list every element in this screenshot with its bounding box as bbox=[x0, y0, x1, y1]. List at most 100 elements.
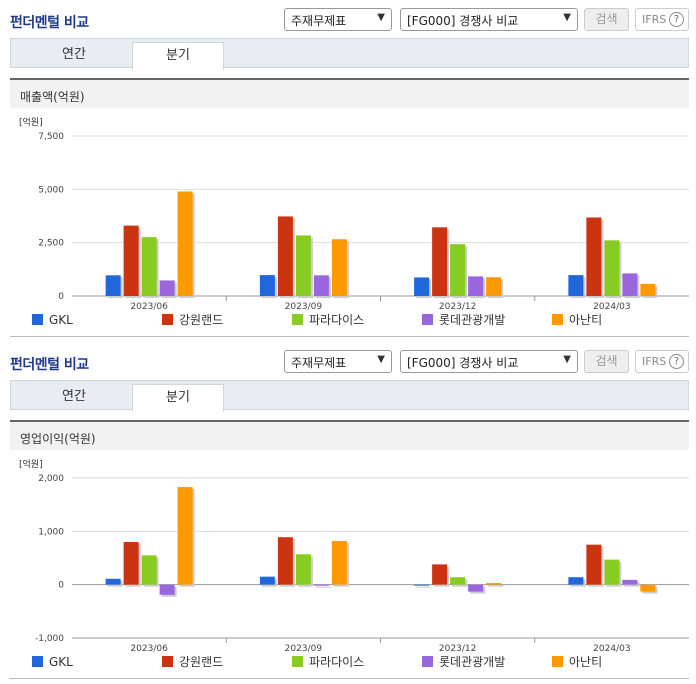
bar[interactable] bbox=[568, 577, 584, 585]
bar-shadow bbox=[315, 586, 331, 588]
x-tick-label: 2023/06 bbox=[130, 302, 168, 312]
bar[interactable] bbox=[313, 584, 329, 586]
search-button[interactable]: 검색 bbox=[584, 350, 629, 373]
tab-quarterly[interactable]: 분기 bbox=[132, 384, 224, 412]
search-button[interactable]: 검색 bbox=[584, 8, 629, 31]
x-tick-label: 2023/09 bbox=[285, 644, 323, 654]
bar[interactable] bbox=[141, 237, 157, 296]
bar[interactable] bbox=[432, 564, 448, 585]
legend-label[interactable]: 롯데관광개발 bbox=[439, 313, 505, 327]
bar[interactable] bbox=[568, 275, 584, 296]
bar[interactable] bbox=[432, 227, 448, 296]
ifrs-label: IFRS bbox=[642, 355, 667, 368]
legend-label[interactable]: 아난티 bbox=[569, 655, 602, 669]
y-unit-label: [억원] bbox=[19, 458, 43, 470]
tab-annual[interactable]: 연간 bbox=[62, 389, 86, 404]
bar[interactable] bbox=[331, 540, 347, 585]
legend-label[interactable]: GKL bbox=[49, 655, 73, 669]
x-tick-label: 2024/03 bbox=[593, 302, 630, 312]
tab-annual[interactable]: 연간 bbox=[62, 47, 86, 62]
divider bbox=[10, 336, 689, 337]
legend-swatch bbox=[32, 314, 43, 325]
bar[interactable] bbox=[586, 544, 602, 585]
bar[interactable] bbox=[604, 240, 620, 296]
legend-swatch bbox=[292, 656, 303, 667]
bar[interactable] bbox=[141, 555, 157, 585]
legend-label[interactable]: 강원랜드 bbox=[179, 655, 223, 669]
y-tick-label: -1,000 bbox=[35, 634, 64, 644]
bar[interactable] bbox=[313, 275, 329, 296]
statement-select[interactable]: 주재무제표 ▼ bbox=[284, 8, 392, 31]
chart-subtitle: 매출액(억원) bbox=[10, 78, 689, 108]
bar[interactable] bbox=[640, 584, 656, 592]
bar[interactable] bbox=[295, 554, 311, 585]
bar[interactable] bbox=[177, 487, 193, 585]
x-tick-label: 2023/12 bbox=[439, 302, 476, 312]
bar[interactable] bbox=[622, 273, 638, 296]
bar[interactable] bbox=[295, 235, 311, 296]
bar[interactable] bbox=[123, 225, 139, 296]
statement-select[interactable]: 주재무제표 ▼ bbox=[284, 350, 392, 373]
operating-profit-chart: [억원] 2,000 1,000 0 -1,000 2023/06 2023/09 2023/… bbox=[19, 458, 689, 669]
legend-swatch bbox=[422, 314, 433, 325]
bar[interactable] bbox=[468, 584, 484, 592]
bar[interactable] bbox=[486, 583, 502, 585]
legend-swatch bbox=[292, 314, 303, 325]
ifrs-button[interactable]: IFRS? bbox=[635, 8, 689, 31]
help-icon[interactable]: ? bbox=[669, 354, 684, 369]
help-icon[interactable]: ? bbox=[669, 12, 684, 27]
bar[interactable] bbox=[259, 275, 275, 296]
bar[interactable] bbox=[622, 579, 638, 585]
ifrs-button[interactable]: IFRS? bbox=[635, 350, 689, 373]
bar[interactable] bbox=[277, 216, 293, 296]
bar[interactable] bbox=[414, 584, 430, 586]
bar[interactable] bbox=[486, 277, 502, 296]
legend-label[interactable]: 아난티 bbox=[569, 313, 602, 327]
legend-swatch bbox=[552, 314, 563, 325]
peer-group-select-value: [FG000] 경쟁사 비교 bbox=[407, 356, 519, 370]
bar[interactable] bbox=[177, 191, 193, 296]
x-tick-label: 2023/09 bbox=[285, 302, 323, 312]
panel-operating-profit: 펀더멘털 비교 주재무제표 ▼ [FG000] 경쟁사 비교 ▼ 검색 IFRS? … bbox=[0, 342, 696, 684]
peer-group-select-value: [FG000] 경쟁사 비교 bbox=[407, 14, 519, 28]
bar[interactable] bbox=[640, 283, 656, 296]
chart-subtitle: 영업이익(억원) bbox=[10, 420, 689, 450]
legend-label[interactable]: 강원랜드 bbox=[179, 313, 223, 327]
bar[interactable] bbox=[468, 276, 484, 296]
peer-group-select[interactable]: [FG000] 경쟁사 비교 ▼ bbox=[400, 350, 578, 373]
statement-select-value: 주재무제표 bbox=[291, 356, 347, 370]
chevron-down-icon: ▼ bbox=[377, 354, 385, 365]
bar[interactable] bbox=[414, 277, 430, 296]
bar[interactable] bbox=[604, 559, 620, 585]
divider bbox=[10, 678, 689, 679]
bar[interactable] bbox=[586, 217, 602, 296]
bar[interactable] bbox=[450, 244, 466, 296]
y-unit-label: [억원] bbox=[19, 116, 43, 128]
legend-swatch bbox=[32, 656, 43, 667]
legend-label[interactable]: 롯데관광개발 bbox=[439, 655, 505, 669]
tab-quarterly[interactable]: 분기 bbox=[132, 42, 224, 70]
legend-label[interactable]: GKL bbox=[49, 313, 73, 327]
legend-label[interactable]: 파라다이스 bbox=[309, 313, 364, 327]
bar[interactable] bbox=[105, 275, 121, 296]
chevron-down-icon: ▼ bbox=[563, 12, 571, 23]
legend-label[interactable]: 파라다이스 bbox=[309, 655, 364, 669]
peer-group-select[interactable]: [FG000] 경쟁사 비교 ▼ bbox=[400, 8, 578, 31]
bar[interactable] bbox=[450, 577, 466, 585]
bar[interactable] bbox=[123, 542, 139, 585]
bar[interactable] bbox=[331, 239, 347, 296]
bar[interactable] bbox=[259, 576, 275, 585]
chevron-down-icon: ▼ bbox=[563, 354, 571, 365]
panel-revenue: 펀더멘털 비교 주재무제표 ▼ [FG000] 경쟁사 비교 ▼ 검색 IFRS? … bbox=[0, 0, 696, 337]
y-tick-label: 0 bbox=[58, 581, 64, 591]
ifrs-label: IFRS bbox=[642, 13, 667, 26]
panel-header: 펀더멘털 비교 주재무제표 ▼ [FG000] 경쟁사 비교 ▼ 검색 IFRS? bbox=[0, 0, 696, 38]
panel-title: 펀더멘털 비교 bbox=[10, 15, 89, 31]
y-tick-label: 2,000 bbox=[38, 474, 64, 484]
bar[interactable] bbox=[159, 584, 175, 595]
bar[interactable] bbox=[159, 280, 175, 296]
panel-header: 펀더멘털 비교 주재무제표 ▼ [FG000] 경쟁사 비교 ▼ 검색 IFRS? bbox=[0, 342, 696, 380]
bar[interactable] bbox=[277, 537, 293, 585]
period-tabs: 연간 분기 bbox=[10, 380, 689, 412]
bar[interactable] bbox=[105, 578, 121, 585]
